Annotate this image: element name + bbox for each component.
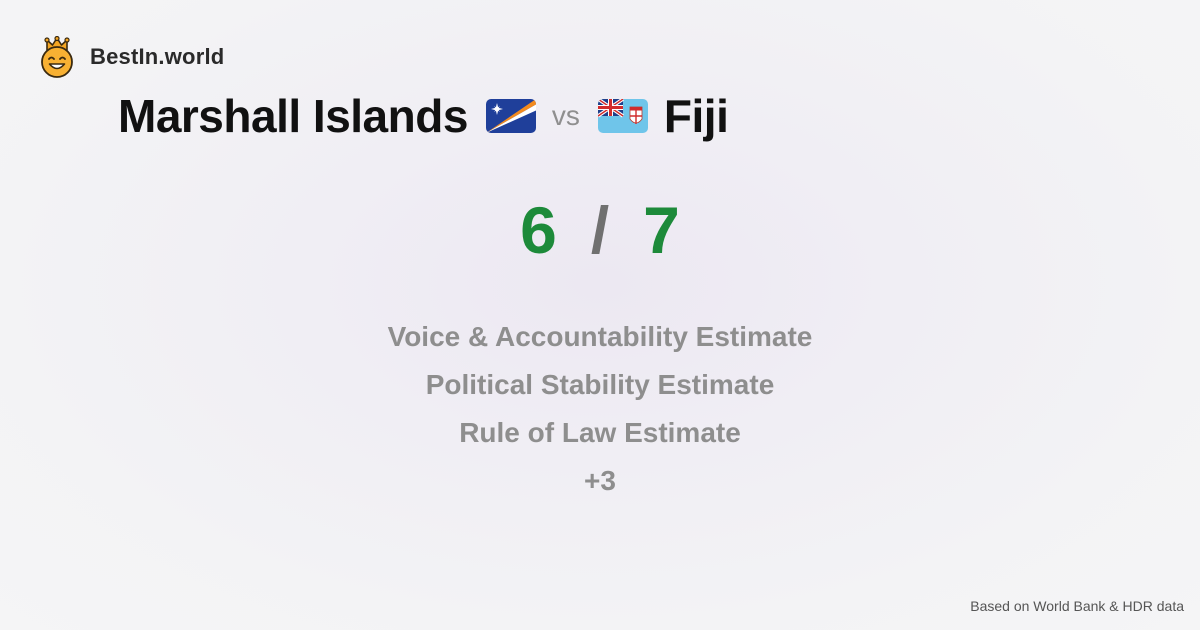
data-source-note: Based on World Bank & HDR data xyxy=(970,598,1184,614)
score-separator: / xyxy=(590,193,610,267)
score: 6 / 7 xyxy=(0,192,1200,268)
metric-item: Political Stability Estimate xyxy=(425,369,775,400)
more-metrics-count: +3 xyxy=(584,465,616,496)
metric-item: Rule of Law Estimate xyxy=(459,417,741,448)
brand[interactable]: BestIn.world xyxy=(38,36,224,78)
vs-label: vs xyxy=(551,100,580,131)
fiji-flag-icon xyxy=(597,99,648,133)
left-country-name: Marshall Islands xyxy=(118,90,468,142)
comparison-title: Marshall Islands vs Fiji xyxy=(118,86,729,146)
metrics-list: Voice & Accountability Estimate Politica… xyxy=(0,313,1200,505)
crown-smiley-icon xyxy=(41,36,73,78)
brand-name: BestIn.world xyxy=(90,44,225,69)
left-score: 6 xyxy=(520,193,557,267)
right-country-name: Fiji xyxy=(663,90,729,142)
right-score: 7 xyxy=(643,193,680,267)
marshall-islands-flag-icon xyxy=(485,99,536,133)
metric-item: Voice & Accountability Estimate xyxy=(387,321,813,352)
